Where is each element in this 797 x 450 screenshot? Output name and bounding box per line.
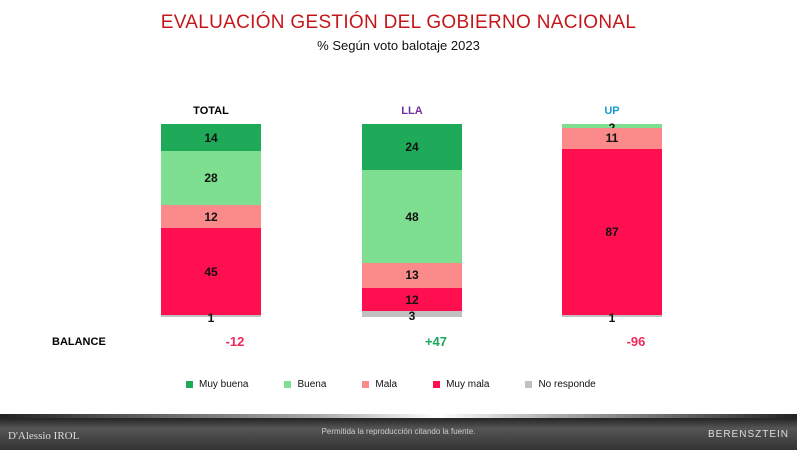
bar-segment-muy-buena: 14 xyxy=(161,124,261,152)
data-label: 48 xyxy=(405,209,419,224)
dalessio-logo: D'Alessio IROL xyxy=(8,430,80,442)
legend: Muy buena Buena Mala Muy mala No responde xyxy=(186,379,632,390)
legend-label: Buena xyxy=(297,379,327,390)
footer-note: Permitida la reproducción citando la fue… xyxy=(321,427,476,436)
data-label: 13 xyxy=(405,268,419,283)
bar-column-lla: LLA 24 48 13 12 3 xyxy=(362,105,462,322)
stacked-bar: 24 48 13 12 3 xyxy=(362,124,462,322)
bar-segment-buena: 28 xyxy=(161,151,261,206)
bar-segment-mala: 12 xyxy=(161,205,261,229)
bar-segment-no-responde: 1 xyxy=(562,312,662,324)
data-label: 28 xyxy=(204,171,218,186)
legend-swatch xyxy=(433,381,441,388)
legend-swatch xyxy=(284,381,292,388)
legend-swatch xyxy=(186,381,193,388)
data-label: 11 xyxy=(605,131,619,146)
bar-segment-mala: 13 xyxy=(362,262,462,289)
bar-segment-muy-mala: 45 xyxy=(161,228,261,316)
legend-label: No responde xyxy=(538,379,596,390)
legend-label: Muy buena xyxy=(199,379,249,390)
balance-value: -12 xyxy=(225,334,245,349)
data-label: 14 xyxy=(204,130,218,145)
legend-label: Mala xyxy=(375,379,398,390)
data-label: 1 xyxy=(608,311,616,326)
data-label: 12 xyxy=(204,209,218,224)
data-label: 12 xyxy=(405,292,419,307)
bar-segment-muy-buena: 24 xyxy=(362,124,462,171)
bar-segment-no-responde: 1 xyxy=(161,312,261,324)
legend-item: Muy mala xyxy=(433,379,489,390)
bar-segment-muy-mala: 87 xyxy=(562,148,662,316)
legend-item: Muy buena xyxy=(186,379,248,390)
stacked-bar: 211871 xyxy=(562,122,662,324)
chart-subtitle: % Según voto balotaje 2023 xyxy=(317,38,480,53)
data-label: 45 xyxy=(204,264,218,279)
legend-item: Mala xyxy=(362,379,397,390)
balance-value: -96 xyxy=(626,334,646,349)
data-label: 1 xyxy=(207,311,215,326)
footer: D'Alessio IROL Permitida la reproducción… xyxy=(0,414,797,450)
legend-swatch xyxy=(525,381,533,388)
footer-shine xyxy=(0,414,797,418)
legend-item: Buena xyxy=(284,379,326,390)
bar-segment-muy-mala: 12 xyxy=(362,288,462,312)
bar-segment-buena: 48 xyxy=(362,170,462,263)
legend-label: Muy mala xyxy=(446,379,490,390)
legend-item: No responde xyxy=(525,379,596,390)
bar-column-total: TOTAL 14 28 12 45 1 xyxy=(161,105,261,324)
category-label: LLA xyxy=(401,105,423,117)
data-label: 3 xyxy=(408,309,416,324)
chart-title: EVALUACIÓN GESTIÓN DEL GOBIERNO NACIONAL xyxy=(160,12,637,33)
balance-value: +47 xyxy=(424,334,448,349)
data-label: 87 xyxy=(605,224,619,239)
legend-swatch xyxy=(362,381,370,388)
bar-column-up: UP211871 xyxy=(562,105,662,324)
stacked-bar: 14 28 12 45 1 xyxy=(161,124,261,324)
balance-label: BALANCE xyxy=(52,336,106,348)
data-label: 24 xyxy=(405,140,419,155)
berensztein-logo: BERENSZTEIN xyxy=(707,429,789,440)
bar-segment-mala: 11 xyxy=(562,127,662,149)
bar-segment-no-responde: 3 xyxy=(362,310,462,322)
category-label: TOTAL xyxy=(193,105,229,117)
category-label: UP xyxy=(604,105,620,117)
